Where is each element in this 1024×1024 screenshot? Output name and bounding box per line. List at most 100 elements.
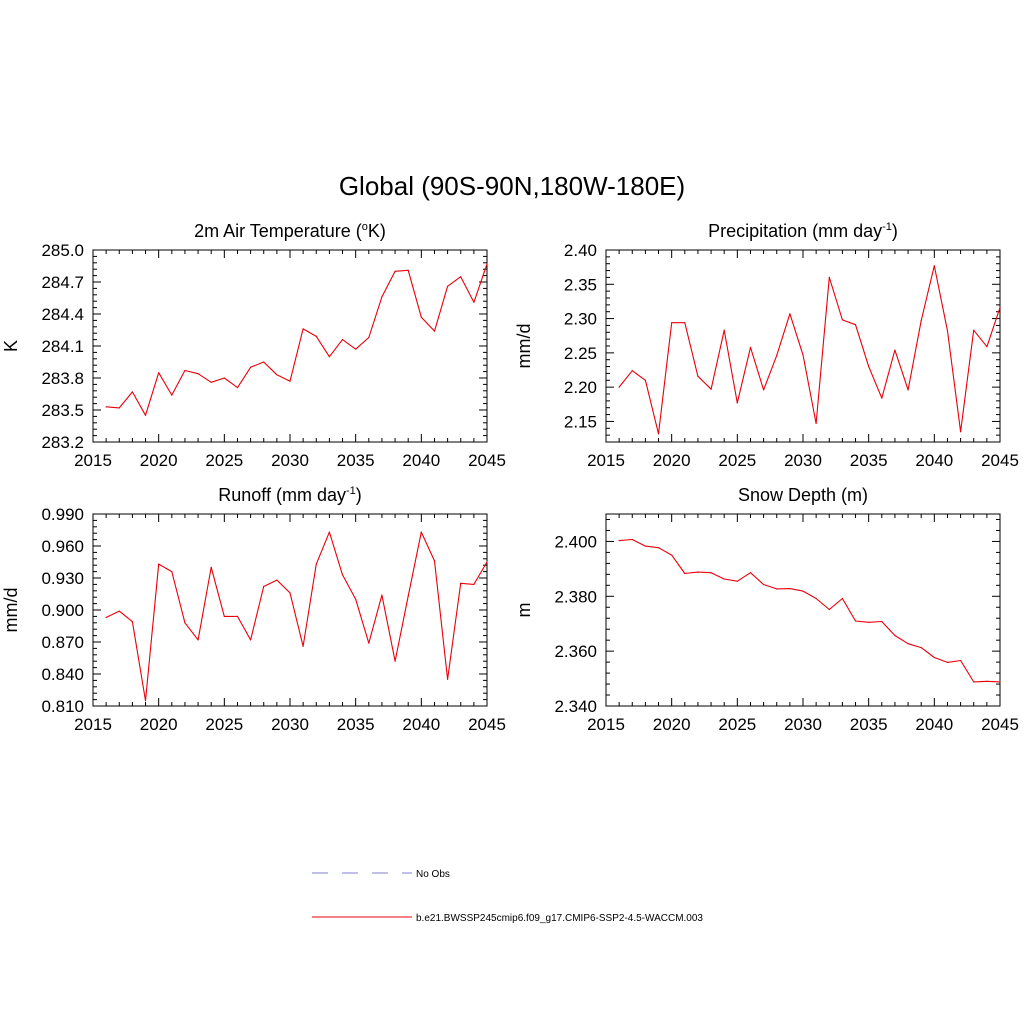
data-point [802, 354, 804, 356]
y-tick-label: 283.8 [41, 369, 84, 388]
data-point [999, 681, 1001, 683]
data-point [920, 320, 922, 322]
legend-obs-label: No Obs [416, 869, 450, 880]
data-point [868, 366, 870, 368]
data-point [894, 634, 896, 637]
y-tick-label: 284.4 [41, 305, 84, 324]
y-tick-label: 284.7 [41, 273, 84, 292]
data-point [341, 574, 344, 576]
data-point [473, 583, 475, 586]
data-point [184, 369, 186, 372]
y-axis-label: mm/d [1, 588, 21, 633]
y-tick-label: 2.40 [564, 241, 597, 260]
data-point [920, 647, 922, 649]
data-point [328, 531, 330, 533]
data-point [250, 639, 252, 641]
data-point [946, 330, 949, 332]
data-point [328, 356, 330, 358]
x-tick-label: 2035 [337, 451, 375, 470]
data-point [776, 355, 778, 357]
data-point [881, 397, 883, 399]
x-tick-label: 2015 [74, 715, 112, 734]
data-point [973, 681, 975, 683]
data-point [907, 643, 909, 645]
data-point [973, 329, 975, 331]
data-point [276, 374, 278, 376]
y-axis-label: m [514, 603, 534, 618]
y-tick-label: 0.930 [41, 569, 84, 588]
data-point [736, 580, 738, 582]
x-tick-label: 2025 [205, 715, 243, 734]
data-point [407, 269, 409, 271]
data-point [368, 642, 370, 644]
data-point [631, 370, 633, 372]
data-point [118, 407, 120, 409]
data-point [460, 276, 462, 278]
data-point [671, 554, 673, 556]
data-point [946, 661, 949, 664]
data-point [171, 394, 173, 396]
series-line [105, 531, 488, 702]
data-point [710, 388, 712, 390]
data-point [302, 645, 304, 647]
data-point [657, 433, 660, 435]
plot-frame [605, 249, 1001, 443]
data-point [433, 330, 436, 332]
x-tick-label: 2040 [915, 451, 953, 470]
legend: No Obs b.e21.BWSSP245cmip6.f09_g17.CMIP6… [312, 869, 703, 924]
data-point [184, 622, 186, 624]
data-point [789, 588, 791, 590]
data-point [394, 270, 396, 272]
data-point [381, 594, 383, 596]
y-axis-label: mm/d [514, 324, 534, 369]
x-tick-label: 2040 [402, 451, 440, 470]
panel-title: Runoff (mm day-1) [218, 485, 362, 505]
x-tick-label: 2025 [718, 715, 756, 734]
plot-frame [92, 249, 488, 443]
data-point [960, 659, 962, 662]
data-point [433, 560, 436, 562]
plot-frame [92, 513, 488, 707]
x-tick-label: 2045 [468, 451, 506, 470]
data-point [302, 328, 304, 330]
data-point [802, 590, 804, 592]
data-point [749, 346, 752, 348]
data-point [828, 608, 830, 611]
series-line [106, 263, 488, 416]
data-point [315, 563, 317, 565]
data-point [144, 414, 147, 416]
data-point [118, 610, 120, 612]
data-point [131, 621, 133, 623]
data-point [368, 336, 370, 339]
y-tick-label: 2.360 [554, 642, 597, 661]
data-point [763, 389, 765, 391]
y-tick-label: 284.1 [41, 337, 84, 356]
data-point [933, 656, 935, 659]
x-tick-label: 2040 [402, 715, 440, 734]
x-tick-label: 2020 [653, 715, 691, 734]
data-point [447, 285, 449, 287]
data-point [815, 597, 817, 600]
data-point [223, 377, 225, 379]
x-tick-label: 2030 [784, 451, 822, 470]
data-point [749, 572, 752, 574]
panel-title: Precipitation (mm day-1) [708, 221, 898, 241]
data-point [289, 592, 291, 594]
legend-model-label: b.e21.BWSSP245cmip6.f09_g17.CMIP6-SSP2-4… [416, 913, 703, 924]
x-tick-label: 2025 [205, 451, 243, 470]
x-tick-label: 2045 [981, 715, 1019, 734]
data-point [789, 313, 791, 315]
data-point [723, 578, 725, 580]
chart-panel-4: Snow Depth (m) m 2015 2020 2025 2030 2035 2040 2… [514, 485, 1019, 734]
figure-title: Global (90S-90N,180W-180E) [339, 171, 685, 201]
x-tick-label: 2020 [140, 451, 178, 470]
data-point [907, 389, 909, 391]
x-tick-label: 2040 [915, 715, 953, 734]
data-point [263, 361, 265, 363]
data-point [684, 572, 686, 575]
data-point [171, 571, 173, 573]
panel-title: 2m Air Temperature (oK) [194, 221, 386, 241]
data-point [631, 538, 633, 541]
data-point [144, 700, 147, 702]
